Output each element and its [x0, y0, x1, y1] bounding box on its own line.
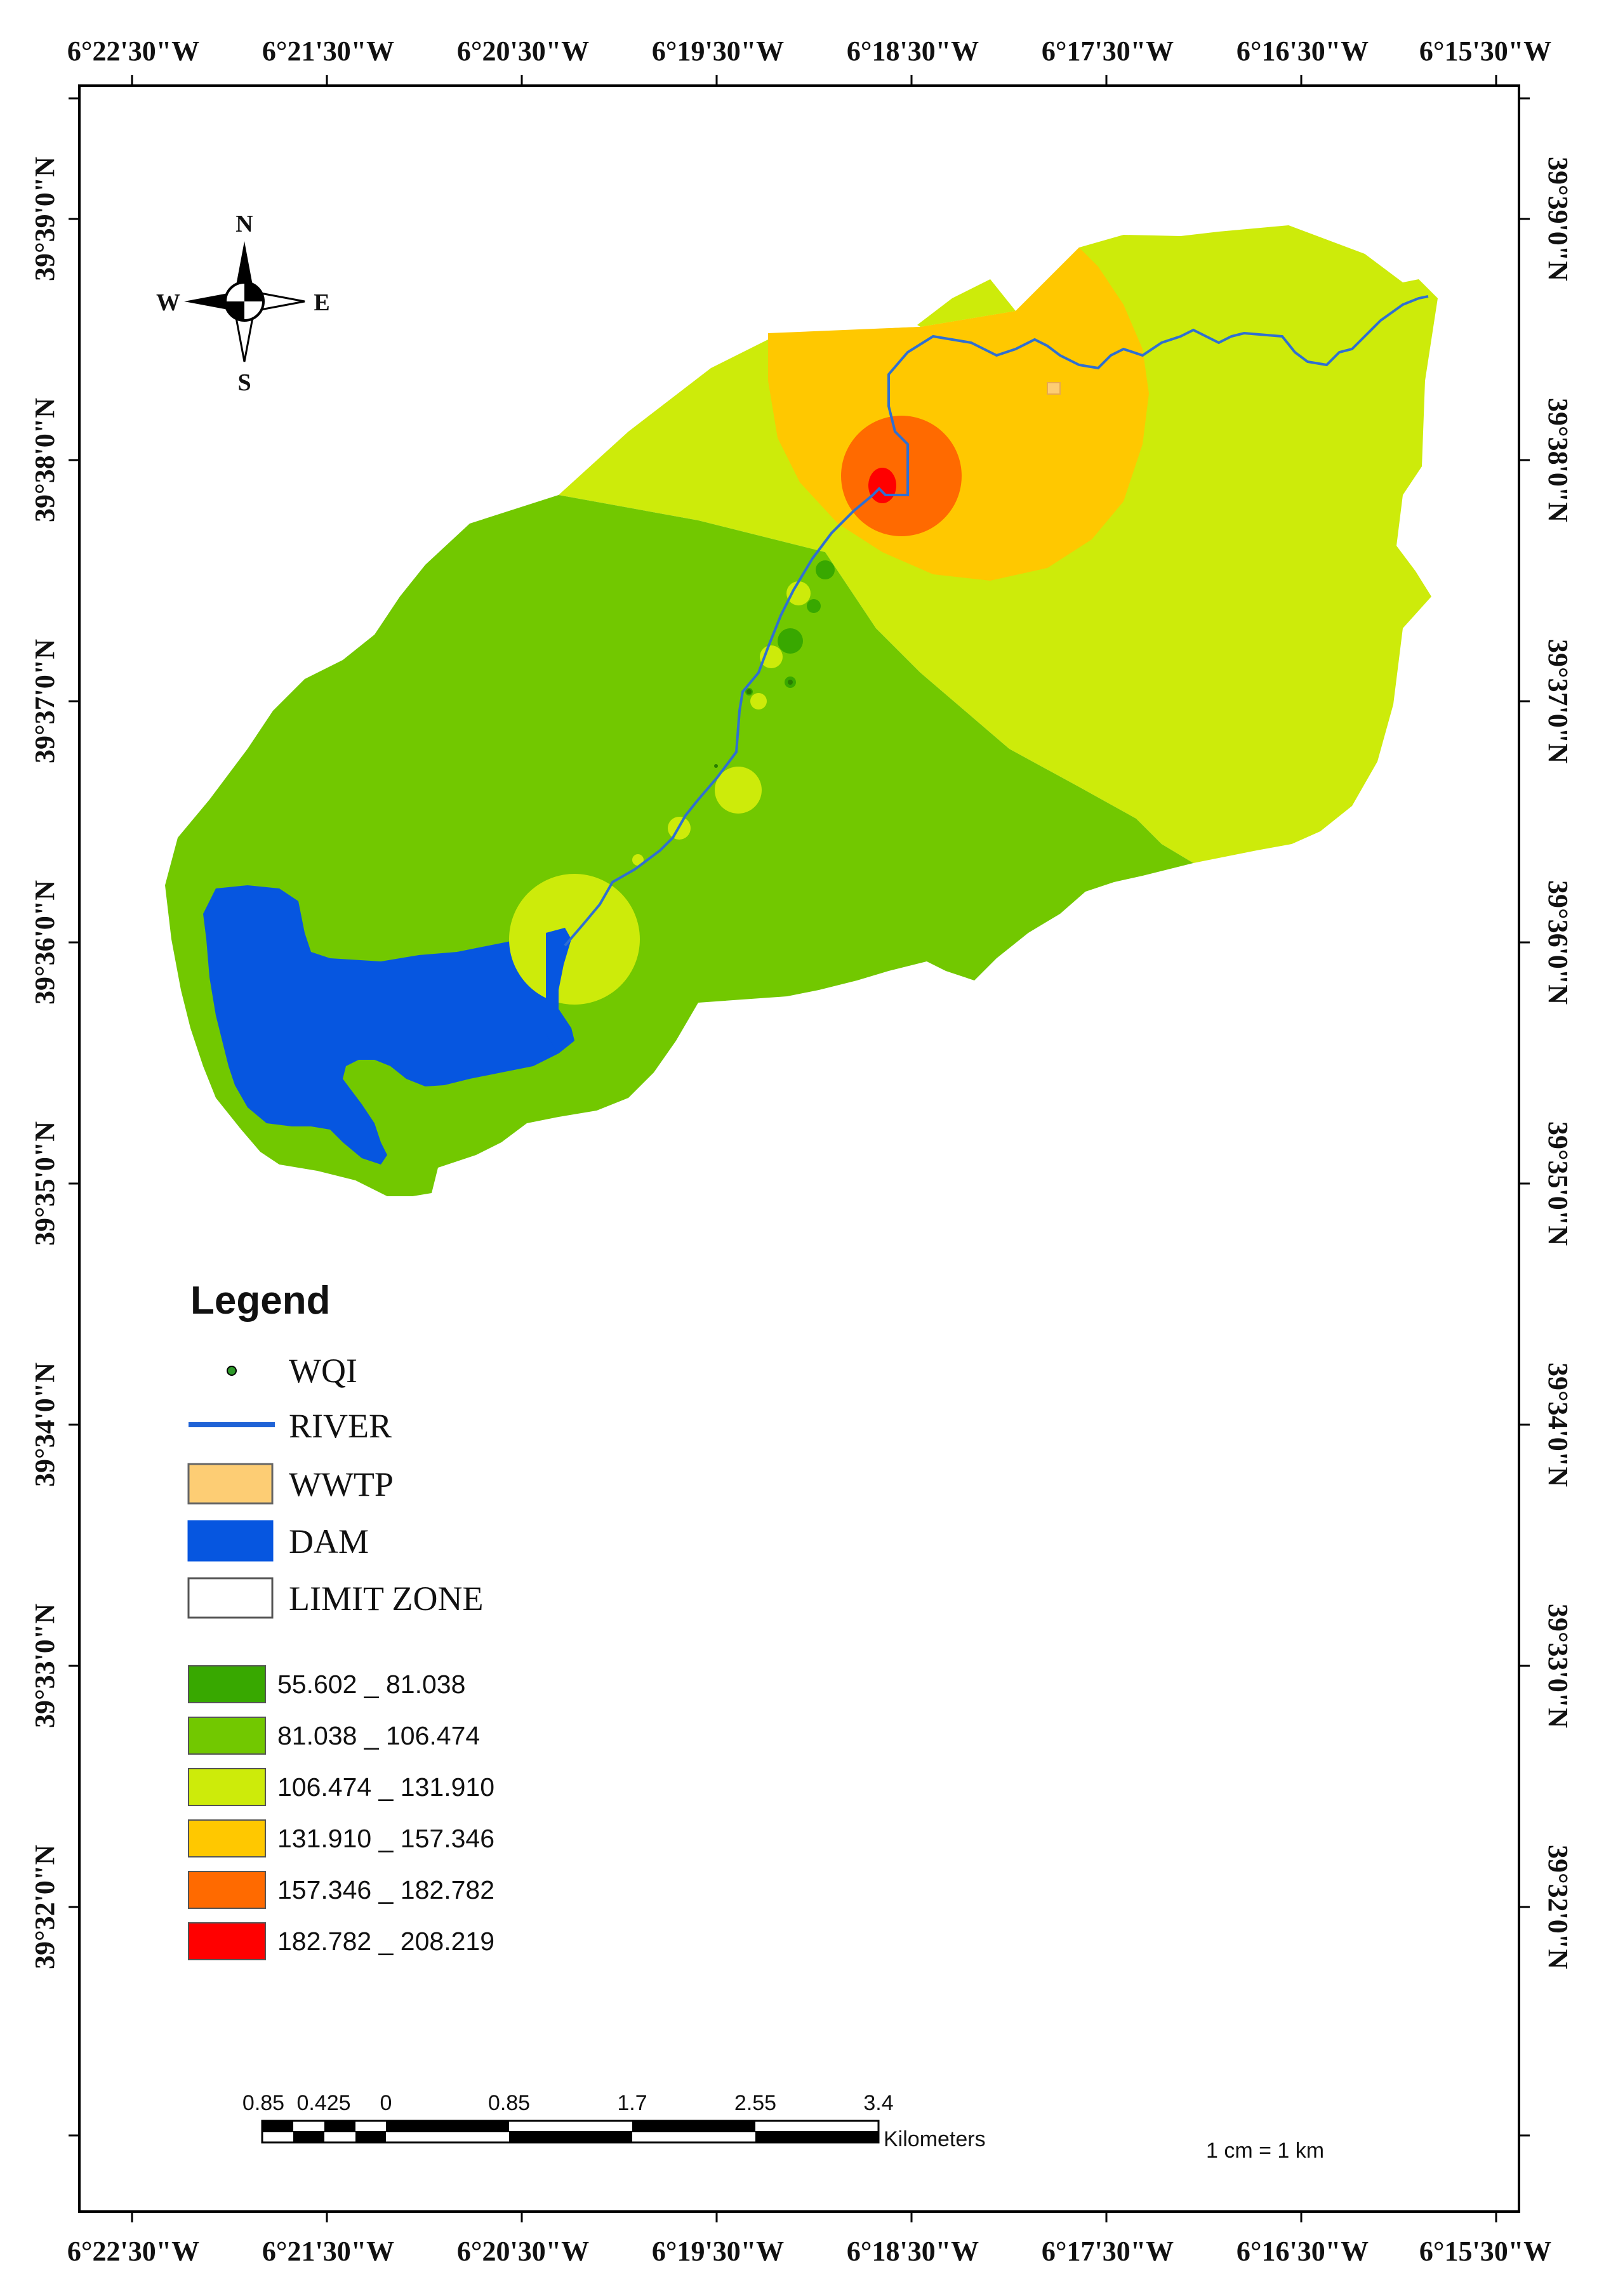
legend-dam-symbol: [187, 1520, 274, 1562]
lat-label: 39°35'0"N: [29, 1121, 60, 1246]
wqi-dark-buffers: [745, 560, 835, 696]
lat-label: 39°34'0"N: [29, 1362, 60, 1487]
legend-wwtp-label: WWTP: [289, 1465, 394, 1503]
legend-wqi-label: WQI: [289, 1352, 357, 1390]
legend-limit-zone-label: LIMIT ZONE: [289, 1580, 483, 1618]
zone-182-208: [868, 468, 896, 503]
lat-label: 39°33'0"N: [1542, 1604, 1574, 1728]
legend-river-label: RIVER: [289, 1407, 392, 1445]
wwtp-marker: [1047, 382, 1061, 395]
zone-157-182: [841, 416, 962, 536]
legend-class-3-swatch: [188, 1768, 266, 1806]
lon-label: 6°19'30"W: [652, 36, 784, 67]
lat-label: 39°36'0"N: [1542, 880, 1574, 1005]
scale-bar: 0.85 0.425 0 0.85 1.7 2.55 3.4 Kilometer…: [242, 2091, 1324, 2163]
lon-label: 6°15'30"W: [1419, 2236, 1551, 2267]
longitude-labels-top: 6°22'30"W 6°21'30"W 6°20'30"W 6°19'30"W …: [67, 36, 1551, 67]
wqi-buffer-dark: [816, 560, 835, 579]
zone-circle-dam: [509, 874, 640, 1005]
legend-title: Legend: [190, 1279, 330, 1323]
legend-class-1-label: 55.602 _ 81.038: [277, 1670, 465, 1699]
lat-label: 39°38'0"N: [1542, 398, 1574, 522]
frame-ticks: [69, 75, 1530, 2222]
lat-label: 39°37'0"N: [29, 639, 60, 763]
compass-e: E: [314, 289, 329, 316]
lon-label: 6°16'30"W: [1237, 2236, 1369, 2267]
lat-label: 39°34'0"N: [1542, 1362, 1574, 1487]
scale-label: 1.7: [617, 2091, 647, 2115]
dam-polygon: [203, 885, 574, 1164]
scale-label: 0.425: [296, 2091, 350, 2115]
scale-label: 0: [380, 2091, 392, 2115]
lon-label: 6°18'30"W: [847, 2236, 979, 2267]
legend-class-4-label: 131.910 _ 157.346: [277, 1824, 494, 1853]
legend-class-1-swatch: [188, 1665, 266, 1703]
lon-label: 6°22'30"W: [67, 2236, 199, 2267]
lat-label: 39°32'0"N: [1542, 1845, 1574, 1969]
legend-class-5-swatch: [188, 1871, 266, 1909]
scale-label: 0.85: [242, 2091, 284, 2115]
lon-label: 6°16'30"W: [1237, 36, 1369, 67]
lon-label: 6°19'30"W: [652, 2236, 784, 2267]
wqi-point: [746, 689, 752, 694]
legend-class-6-swatch: [188, 1922, 266, 1960]
legend-class-5-label: 157.346 _ 182.782: [277, 1875, 494, 1904]
compass-n: N: [235, 211, 253, 237]
lon-label: 6°17'30"W: [1042, 2236, 1174, 2267]
lon-label: 6°17'30"W: [1042, 36, 1174, 67]
lon-label: 6°15'30"W: [1419, 36, 1551, 67]
wqi-points: [714, 680, 793, 768]
scale-unit: Kilometers: [884, 2127, 986, 2151]
compass-s: S: [237, 369, 251, 396]
lat-label: 39°35'0"N: [1542, 1121, 1574, 1246]
lat-label: 39°33'0"N: [29, 1604, 60, 1728]
lat-label: 39°39'0"N: [29, 157, 60, 281]
wqi-buffer: [632, 854, 644, 866]
wqi-buffer: [786, 581, 811, 605]
wqi-buffer-dark: [807, 599, 821, 613]
latitude-labels-left: 39°39'0"N 39°38'0"N 39°37'0"N 39°36'0"N …: [29, 157, 60, 1969]
lat-label: 39°37'0"N: [1542, 639, 1574, 763]
scale-label: 2.55: [734, 2091, 776, 2115]
legend-class-2-swatch: [188, 1717, 266, 1755]
lat-label: 39°38'0"N: [29, 398, 60, 522]
legend-class-6-label: 182.782 _ 208.219: [277, 1927, 494, 1956]
legend-dam-label: DAM: [289, 1522, 369, 1560]
lat-label: 39°39'0"N: [1542, 157, 1574, 281]
scale-label: 0.85: [488, 2091, 530, 2115]
lon-label: 6°18'30"W: [847, 36, 979, 67]
legend-class-4-swatch: [188, 1819, 266, 1857]
legend-class-2-label: 81.038 _ 106.474: [277, 1721, 480, 1750]
wqi-buffer-dark: [778, 628, 803, 654]
legend-wwtp-symbol: [187, 1463, 274, 1505]
lon-label: 6°20'30"W: [457, 36, 589, 67]
lon-label: 6°22'30"W: [67, 36, 199, 67]
river-line: [564, 295, 1429, 947]
lon-label: 6°21'30"W: [262, 2236, 394, 2267]
north-arrow: N S E W: [156, 211, 330, 396]
wqi-buffer: [750, 693, 767, 709]
dam-inlet: [546, 928, 574, 1053]
legend-wqi-symbol: [227, 1366, 237, 1376]
longitude-labels-bottom: 6°22'30"W 6°21'30"W 6°20'30"W 6°19'30"W …: [67, 2236, 1551, 2267]
wqi-point: [788, 680, 793, 685]
wqi-point: [714, 764, 718, 768]
scale-label: 3.4: [863, 2091, 893, 2115]
legend-class-3-label: 106.474 _ 131.910: [277, 1772, 494, 1802]
legend: Legend WQI RIVER WWTP DAM LIMIT ZONE 55.…: [187, 1279, 494, 1960]
latitude-labels-right: 39°39'0"N 39°38'0"N 39°37'0"N 39°36'0"N …: [1542, 157, 1574, 1969]
legend-limit-zone-symbol: [187, 1577, 274, 1619]
wqi-buffer: [715, 767, 762, 814]
compass-w: W: [156, 289, 180, 316]
zone-border-detail: [917, 279, 1016, 327]
lat-label: 39°32'0"N: [29, 1845, 60, 1969]
scale-ratio: 1 cm = 1 km: [1206, 2139, 1324, 2163]
lon-label: 6°20'30"W: [457, 2236, 589, 2267]
lat-label: 39°36'0"N: [29, 880, 60, 1005]
lon-label: 6°21'30"W: [262, 36, 394, 67]
